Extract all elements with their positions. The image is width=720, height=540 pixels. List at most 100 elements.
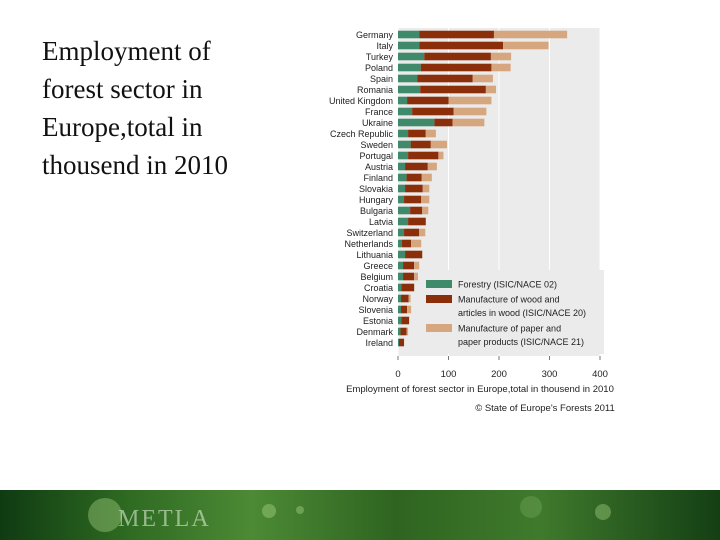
- category-label: Poland: [365, 63, 393, 73]
- bar-segment: [404, 195, 422, 204]
- category-label: Estonia: [363, 316, 393, 326]
- legend-swatch: [426, 280, 452, 288]
- bar-segment: [405, 250, 423, 259]
- bar-segment: [398, 261, 404, 270]
- category-label: Belgium: [360, 272, 393, 282]
- category-label: Greece: [363, 261, 393, 271]
- bar-segment: [399, 338, 405, 347]
- bar-segment: [398, 41, 420, 50]
- bar-segment: [411, 239, 422, 248]
- bar-segment: [402, 239, 412, 248]
- bar-segment: [398, 96, 408, 105]
- bar-segment: [400, 327, 407, 336]
- category-label: Austria: [365, 162, 393, 172]
- legend-swatch: [426, 295, 452, 303]
- bar-segment: [434, 118, 453, 127]
- category-label: Denmark: [356, 327, 393, 337]
- category-label: Ireland: [365, 338, 393, 348]
- bar-segment: [398, 250, 406, 259]
- bar-segment: [420, 63, 492, 72]
- bar-segment: [490, 52, 512, 61]
- category-label: Lithuania: [356, 250, 393, 260]
- bar-segment: [419, 41, 504, 50]
- legend-label: Forestry (ISIC/NACE 02): [458, 280, 557, 290]
- category-label: Hungary: [359, 195, 394, 205]
- bar-segment: [438, 151, 444, 160]
- bar-segment: [407, 96, 449, 105]
- bar-segment: [408, 129, 426, 138]
- bar-segment: [419, 228, 426, 237]
- slide-title: Employment of forest sector in Europe,to…: [42, 36, 228, 180]
- bar-segment: [452, 118, 485, 127]
- category-label: Slovenia: [358, 305, 393, 315]
- bar-segment: [503, 41, 549, 50]
- bar-segment: [398, 217, 409, 226]
- bar-segment: [472, 74, 493, 83]
- category-label: Croatia: [364, 283, 393, 293]
- x-tick-label: 0: [395, 369, 400, 380]
- bar-segment: [406, 173, 422, 182]
- bar-segment: [485, 85, 496, 94]
- legend-label: articles in wood (ISIC/NACE 20): [458, 308, 586, 318]
- footer-band: METLA: [0, 490, 720, 540]
- bar-segment: [406, 327, 409, 336]
- bar-segment: [417, 74, 473, 83]
- x-tick-labels: 0 100 200 300 400: [395, 369, 608, 380]
- bar-segment: [414, 261, 420, 270]
- x-tick-label: 200: [491, 369, 507, 380]
- chart-legend: Forestry (ISIC/NACE 02) Manufacture of wo…: [418, 270, 604, 354]
- bars: [398, 30, 568, 347]
- category-label: Portugal: [359, 151, 393, 161]
- bar-segment: [398, 327, 401, 336]
- bar-segment: [419, 30, 494, 39]
- bar-segment: [398, 338, 400, 347]
- bar-segment: [398, 107, 413, 116]
- category-label: Turkey: [366, 52, 394, 62]
- bar-segment: [453, 107, 487, 116]
- category-label: Slovakia: [359, 184, 393, 194]
- bar-segment: [398, 283, 402, 292]
- x-tick-label: 400: [592, 369, 608, 380]
- bar-segment: [405, 184, 423, 193]
- bar-segment: [412, 107, 454, 116]
- bar-segment: [410, 140, 431, 149]
- legend-swatch: [426, 324, 452, 332]
- category-label: Czech Republic: [330, 129, 394, 139]
- bar-segment: [491, 63, 511, 72]
- bar-segment: [398, 118, 435, 127]
- bar-segment: [398, 316, 402, 325]
- legend-label: Manufacture of wood and: [458, 295, 560, 305]
- bar-segment: [398, 173, 407, 182]
- bar-segment: [422, 206, 429, 215]
- bokeh-light: [520, 496, 542, 518]
- bar-segment: [398, 272, 404, 281]
- category-label: Netherlands: [344, 239, 393, 249]
- bar-segment: [398, 184, 406, 193]
- category-label: Bulgaria: [360, 206, 393, 216]
- bar-segment: [401, 294, 409, 303]
- bar-segment: [410, 206, 423, 215]
- bar-segment: [425, 129, 436, 138]
- category-labels: GermanyItalyTurkeyPolandSpainRomaniaUnit…: [329, 30, 394, 348]
- bar-segment: [403, 261, 415, 270]
- category-label: Norway: [362, 294, 393, 304]
- bar-segment: [422, 184, 430, 193]
- bar-segment: [414, 272, 420, 281]
- category-label: Romania: [357, 85, 393, 95]
- bar-segment: [398, 129, 409, 138]
- bar-segment: [398, 85, 421, 94]
- bokeh-light: [296, 506, 304, 514]
- bar-segment: [430, 140, 447, 149]
- bar-segment: [408, 151, 439, 160]
- bar-segment: [398, 239, 403, 248]
- employment-bar-chart: GermanyItalyTurkeyPolandSpainRomaniaUnit…: [329, 28, 615, 414]
- bar-segment: [398, 206, 411, 215]
- x-axis-label: Employment of forest sector in Europe,to…: [346, 384, 614, 395]
- bar-segment: [401, 283, 415, 292]
- category-label: Finland: [363, 173, 393, 183]
- bokeh-light: [262, 504, 276, 518]
- category-label: United Kingdom: [329, 96, 393, 106]
- bar-segment: [398, 74, 418, 83]
- category-label: Germany: [356, 30, 394, 40]
- bar-segment: [424, 52, 491, 61]
